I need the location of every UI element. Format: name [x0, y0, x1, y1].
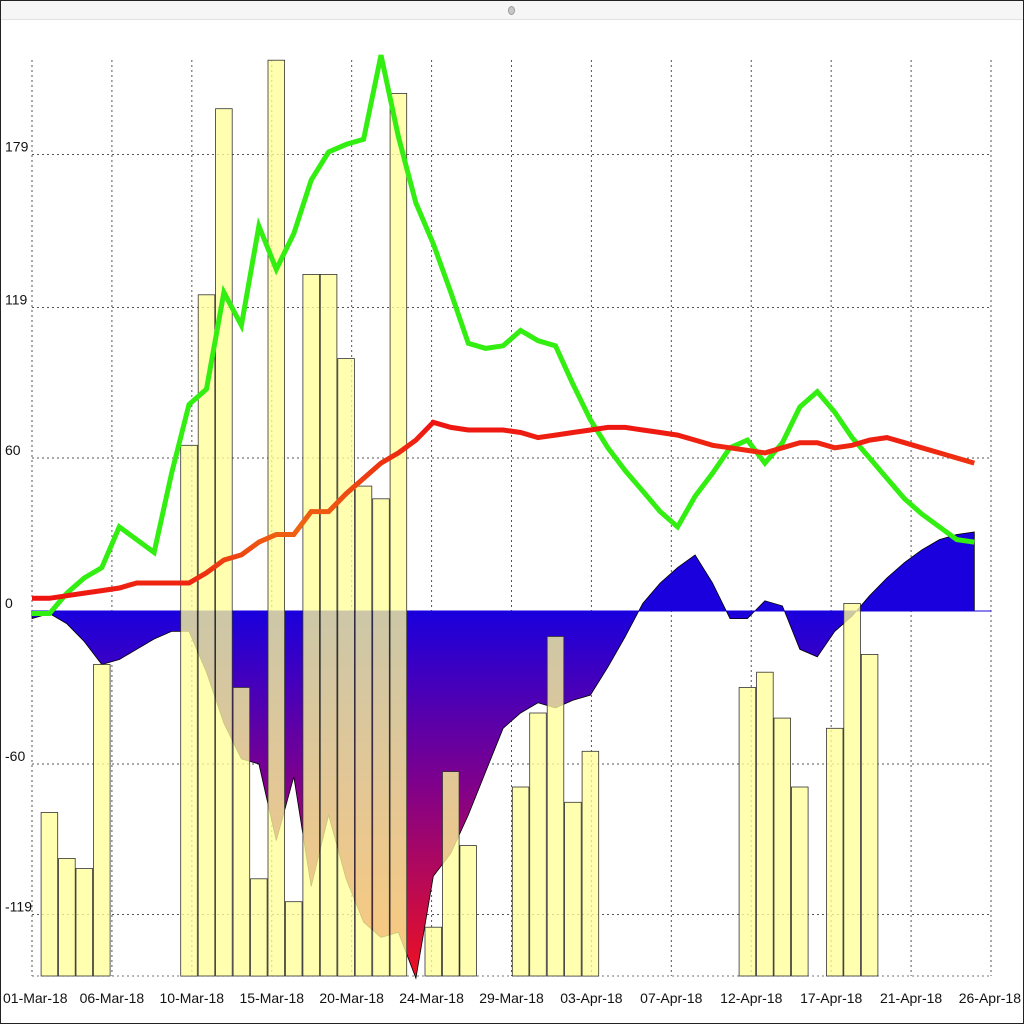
y-tick-label-5: -119	[5, 899, 32, 915]
bar-16	[302, 273, 320, 977]
bar-13	[250, 878, 268, 977]
bar-series	[40, 59, 879, 977]
bar-19	[354, 485, 373, 977]
x-tick-label-10: 17-Apr-18	[800, 990, 862, 1006]
x-axis-ticks: 01-Mar-18 06-Mar-18 10-Mar-18 15-Mar-18 20-M…	[3, 990, 1021, 1006]
bar-3	[75, 868, 94, 977]
line-series-1	[32, 419, 975, 601]
bar-30	[546, 636, 565, 977]
window-grip-icon[interactable]	[508, 6, 515, 15]
bar-23	[424, 926, 443, 977]
y-tick-label-0: 179	[5, 139, 29, 155]
bar-4	[93, 664, 111, 977]
bar-42	[756, 671, 774, 977]
bar-47	[843, 603, 861, 977]
bar-17	[319, 273, 338, 977]
bar-32	[581, 750, 600, 977]
bar-12	[232, 687, 251, 977]
x-tick-label-8: 07-Apr-18	[640, 990, 702, 1006]
x-tick-label-12: 26-Apr-18	[959, 990, 1021, 1006]
bar-29	[529, 712, 547, 977]
bar-46	[826, 727, 844, 977]
x-tick-label-1: 06-Mar-18	[80, 990, 145, 1006]
bar-25	[459, 845, 477, 977]
bar-41	[738, 687, 757, 977]
y-tick-label-1: 119	[5, 292, 28, 308]
bar-1	[40, 812, 59, 977]
line-series-0	[32, 54, 975, 616]
bar-2	[58, 858, 76, 977]
bar-24	[442, 771, 460, 977]
x-tick-label-0: 01-Mar-18	[3, 990, 68, 1006]
x-tick-label-6: 29-Mar-18	[479, 990, 544, 1006]
bar-28	[511, 786, 530, 977]
y-axis-ticks: 179 119 60 0 -60 -119	[5, 139, 32, 915]
bar-44	[791, 786, 809, 977]
bar-21	[389, 93, 408, 977]
x-tick-label-2: 10-Mar-18	[160, 990, 225, 1006]
bar-43	[773, 717, 792, 977]
bar-15	[284, 901, 303, 977]
x-tick-label-3: 15-Mar-18	[240, 990, 305, 1006]
y-tick-label-2: 60	[5, 442, 21, 458]
x-tick-label-11: 21-Apr-18	[880, 990, 942, 1006]
bar-31	[564, 801, 582, 977]
bar-9	[180, 444, 198, 977]
x-tick-label-5: 24-Mar-18	[399, 990, 464, 1006]
title-bar	[1, 1, 1023, 20]
bar-10	[197, 294, 216, 977]
y-tick-label-4: -60	[5, 748, 25, 764]
y-tick-label-3: 0	[5, 595, 13, 611]
bar-14	[267, 59, 286, 977]
bar-48	[860, 654, 879, 977]
bar-11	[215, 108, 233, 977]
line-series	[32, 54, 975, 616]
x-tick-label-9: 12-Apr-18	[720, 990, 782, 1006]
bar-18	[337, 358, 355, 977]
bar-20	[372, 498, 390, 977]
x-tick-label-7: 03-Apr-18	[560, 990, 622, 1006]
x-tick-label-4: 20-Mar-18	[319, 990, 384, 1006]
